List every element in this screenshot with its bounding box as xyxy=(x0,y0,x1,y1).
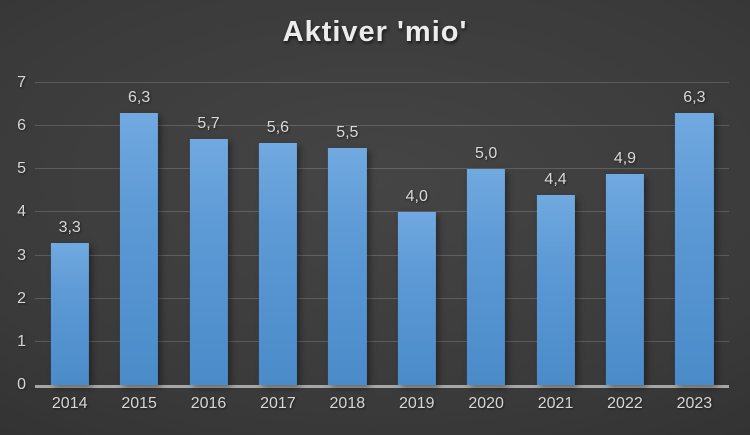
data-label: 6,3 xyxy=(127,89,151,107)
y-tick-label: 4 xyxy=(17,203,26,221)
bar-2018[interactable] xyxy=(328,147,367,385)
bar-2017[interactable] xyxy=(258,143,298,385)
bar-slot: 5,0 xyxy=(451,83,520,385)
x-tick-label: 2023 xyxy=(676,395,713,412)
bar-slot: 5,6 xyxy=(243,83,312,385)
x-tick-label: 2014 xyxy=(51,395,88,412)
bar-slot: 4,0 xyxy=(382,83,451,385)
data-label: 4,9 xyxy=(613,149,637,167)
bar-slot: 4,9 xyxy=(590,83,659,385)
data-label: 4,0 xyxy=(405,188,428,206)
data-label: 5,5 xyxy=(336,123,359,141)
y-tick-label: 1 xyxy=(17,332,26,350)
data-label: 5,6 xyxy=(266,119,290,137)
x-tick-label: 2015 xyxy=(121,395,157,412)
x-tick-label: 2019 xyxy=(398,395,435,412)
x-tick-label: 2022 xyxy=(607,395,643,412)
bar-2021[interactable] xyxy=(536,195,575,385)
data-label: 3,3 xyxy=(58,218,81,236)
y-tick-label: 7 xyxy=(17,74,26,91)
data-label: 4,4 xyxy=(544,171,567,189)
bar-slot: 6,3 xyxy=(660,83,729,385)
y-tick-label: 0 xyxy=(17,376,26,393)
y-tick-label: 3 xyxy=(17,246,26,264)
bar-slot: 4,4 xyxy=(521,83,590,385)
x-tick-label: 2016 xyxy=(190,395,227,412)
bar-2014[interactable] xyxy=(50,242,89,385)
x-axis: 2014 2015 2016 2017 2018 2019 2020 2021 2022 2023 xyxy=(35,395,729,423)
y-axis: 0 1 2 3 4 5 6 7 xyxy=(0,74,26,393)
x-tick-label: 2017 xyxy=(260,395,296,412)
data-label: 6,3 xyxy=(683,89,706,107)
bar-2022[interactable] xyxy=(605,173,645,385)
bar-slot: 3,3 xyxy=(35,83,104,385)
data-label: 5,7 xyxy=(197,115,220,133)
y-tick-label: 6 xyxy=(17,117,26,135)
chart-title: Aktiver 'mio' xyxy=(282,16,468,48)
x-tick-label: 2020 xyxy=(468,395,504,412)
bar-2023[interactable] xyxy=(675,113,714,385)
bar-2019[interactable] xyxy=(397,212,436,385)
y-tick-label: 2 xyxy=(17,289,26,307)
x-tick-label: 2018 xyxy=(329,395,366,412)
y-tick-label: 5 xyxy=(17,160,26,178)
bar-2016[interactable] xyxy=(189,139,228,385)
bar-slot: 5,7 xyxy=(174,83,243,385)
data-label: 5,0 xyxy=(475,145,498,163)
bar-2015[interactable] xyxy=(120,113,159,385)
bar-slot: 5,5 xyxy=(313,83,382,385)
x-tick-label: 2021 xyxy=(537,395,574,412)
bar-slot: 6,3 xyxy=(104,83,173,385)
plot-area: 3,3 6,3 5,7 5,6 5,5 4,0 5,0 4,4 4,9 6,3 xyxy=(35,82,729,388)
bar-2020[interactable] xyxy=(467,169,506,385)
